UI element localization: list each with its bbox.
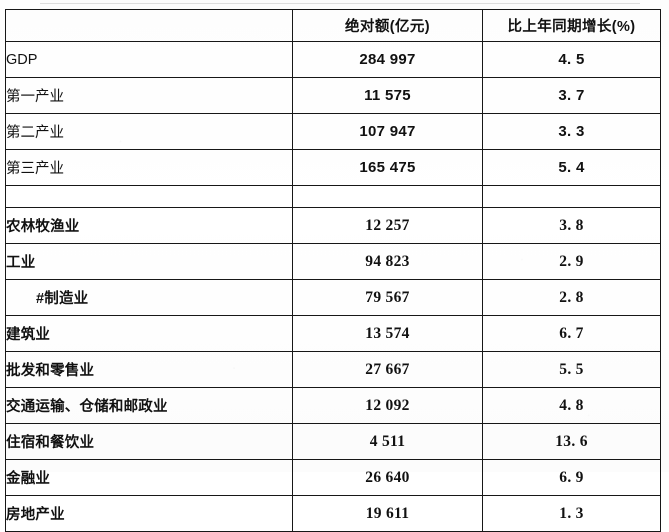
cell-yoy-growth: 2. 9: [482, 243, 661, 280]
spacer-cell-value: [292, 185, 483, 208]
cell-category-label: 第三产业: [5, 149, 293, 186]
table-row: #制造业 79 567 2. 8: [5, 279, 661, 316]
cell-yoy-growth: 4. 5: [482, 41, 661, 78]
table-header: 绝对额(亿元) 比上年同期增长(%): [5, 9, 661, 42]
cell-category-label: 第一产业: [5, 77, 293, 114]
table-row: 交通运输、仓储和邮政业 12 092 4. 8: [5, 387, 661, 424]
cell-absolute-value: 79 567: [292, 279, 483, 316]
cell-yoy-growth: 2. 8: [482, 279, 661, 316]
cell-yoy-growth: 6. 7: [482, 315, 661, 352]
spacer-cell-label: [5, 185, 293, 208]
cell-category-label: 住宿和餐饮业: [5, 423, 293, 460]
cell-yoy-growth: 5. 4: [482, 149, 661, 186]
table-row: 建筑业 13 574 6. 7: [5, 315, 661, 352]
cell-absolute-value: 12 092: [292, 387, 483, 424]
cell-yoy-growth: 3. 3: [482, 113, 661, 150]
table-header-row: 绝对额(亿元) 比上年同期增长(%): [5, 9, 661, 42]
table-row: 第三产业 165 475 5. 4: [5, 149, 661, 186]
table-row: 第一产业 11 575 3. 7: [5, 77, 661, 114]
table-row: 住宿和餐饮业 4 511 13. 6: [5, 423, 661, 460]
scan-artifact-line: [40, 3, 640, 4]
cell-absolute-value: 12 257: [292, 207, 483, 244]
cell-yoy-growth: 1. 3: [482, 495, 661, 532]
cell-category-label: 房地产业: [5, 495, 293, 532]
cell-absolute-value: 165 475: [292, 149, 483, 186]
table-row: 金融业 26 640 6. 9: [5, 459, 661, 496]
cell-yoy-growth: 4. 8: [482, 387, 661, 424]
cell-category-label: 第二产业: [5, 113, 293, 150]
cell-yoy-growth: 6. 9: [482, 459, 661, 496]
column-header-category: [5, 9, 293, 42]
cell-category-label: #制造业: [5, 279, 293, 316]
table-row: 批发和零售业 27 667 5. 5: [5, 351, 661, 388]
cell-category-label: 金融业: [5, 459, 293, 496]
table-row: 房地产业 19 611 1. 3: [5, 495, 661, 532]
table-row: 第二产业 107 947 3. 3: [5, 113, 661, 150]
spacer-cell-growth: [482, 185, 661, 208]
cell-category-label: 批发和零售业: [5, 351, 293, 388]
cell-absolute-value: 19 611: [292, 495, 483, 532]
cell-category-label: 农林牧渔业: [5, 207, 293, 244]
cell-yoy-growth: 13. 6: [482, 423, 661, 460]
cell-yoy-growth: 3. 7: [482, 77, 661, 114]
cell-category-label: 工业: [5, 243, 293, 280]
column-header-absolute-value: 绝对额(亿元): [292, 9, 483, 42]
cell-category-label: 建筑业: [5, 315, 293, 352]
cell-absolute-value: 13 574: [292, 315, 483, 352]
statistics-table: 绝对额(亿元) 比上年同期增长(%) GDP 284 997 4. 5 第一产业 11 …: [5, 9, 661, 532]
cell-yoy-growth: 5. 5: [482, 351, 661, 388]
table-spacer-row: [5, 185, 661, 208]
cell-absolute-value: 107 947: [292, 113, 483, 150]
cell-absolute-value: 27 667: [292, 351, 483, 388]
cell-absolute-value: 94 823: [292, 243, 483, 280]
table-row: 工业 94 823 2. 9: [5, 243, 661, 280]
cell-absolute-value: 284 997: [292, 41, 483, 78]
column-header-yoy-growth: 比上年同期增长(%): [482, 9, 661, 42]
table-body: GDP 284 997 4. 5 第一产业 11 575 3. 7 第二产业 107 947 3…: [5, 41, 661, 532]
cell-category-label: GDP: [5, 41, 293, 78]
table-row: GDP 284 997 4. 5: [5, 41, 661, 78]
cell-yoy-growth: 3. 8: [482, 207, 661, 244]
cell-category-label: 交通运输、仓储和邮政业: [5, 387, 293, 424]
statistics-table-container: 绝对额(亿元) 比上年同期增长(%) GDP 284 997 4. 5 第一产业 11 …: [5, 9, 661, 532]
table-row: 农林牧渔业 12 257 3. 8: [5, 207, 661, 244]
cell-absolute-value: 26 640: [292, 459, 483, 496]
cell-absolute-value: 4 511: [292, 423, 483, 460]
cell-absolute-value: 11 575: [292, 77, 483, 114]
